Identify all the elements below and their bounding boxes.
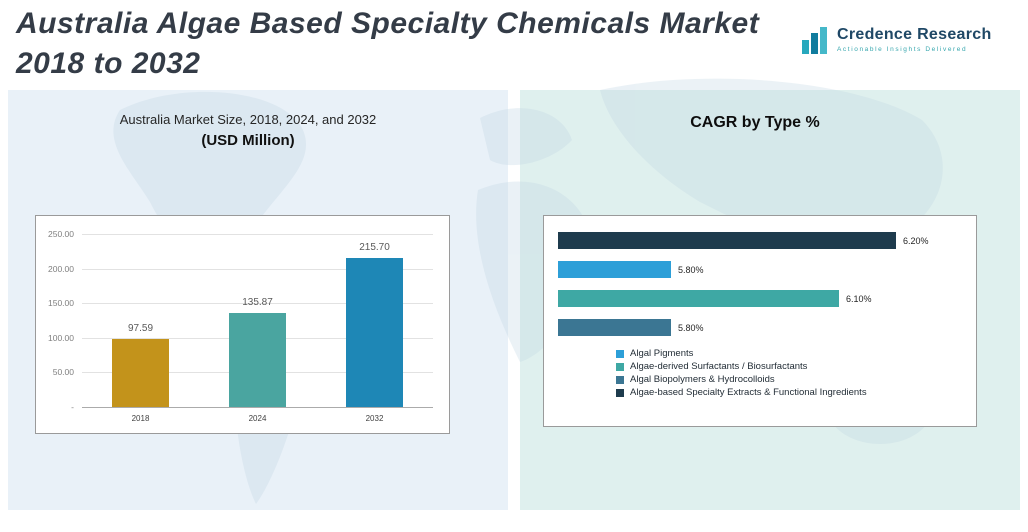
cagr-bar-value-label: 5.80% [678, 322, 704, 333]
legend-label: Algal Biopolymers & Hydrocolloids [630, 374, 775, 385]
legend-item: Algae-based Specialty Extracts & Functio… [616, 387, 976, 398]
page-title-line1: Australia Algae Based Specialty Chemical… [16, 7, 760, 40]
x-axis-tick-label: 2018 [131, 414, 150, 423]
cagr-bar-value-label: 5.80% [678, 264, 704, 275]
logo-brand-name: Credence Research [837, 25, 992, 43]
y-axis-tick-label: - [71, 402, 74, 412]
cagr-bar-value-label: 6.20% [903, 235, 929, 246]
bar-value-label: 97.59 [127, 323, 154, 334]
cagr-bar [558, 319, 671, 336]
cagr-bar-value-label: 6.10% [846, 293, 872, 304]
bar-2032 [346, 258, 403, 407]
legend-swatch [616, 349, 624, 358]
y-axis-tick-label: 200.00 [48, 263, 74, 274]
legend-item: Algae-derived Surfactants / Biosurfactan… [616, 361, 976, 372]
y-axis-tick-label: 50.00 [52, 367, 74, 378]
gridline [82, 303, 433, 305]
logo-bar-3 [820, 27, 827, 54]
logo-bar-2 [811, 33, 818, 54]
page-title: Australia Algae Based Specialty Chemical… [16, 4, 866, 83]
legend-swatch [616, 362, 624, 371]
x-axis-tick-label: 2032 [365, 414, 384, 423]
legend-label: Algae-derived Surfactants / Biosurfactan… [630, 361, 808, 372]
cagr-bar-chart: 6.20% 5.80% 6.10% 5.80% Algal Pigments Algae… [543, 215, 977, 427]
bar-value-label: 135.87 [242, 297, 273, 308]
legend-swatch [616, 375, 624, 384]
gridline [82, 234, 433, 235]
cagr-bar-row: 6.20% [558, 232, 976, 249]
y-axis-tick-label: 150.00 [48, 298, 74, 309]
market-size-chart-subtitle: (USD Million) [201, 132, 295, 149]
logo-bar-1 [802, 40, 809, 54]
legend-item: Algal Pigments [616, 348, 976, 359]
credence-research-logo: Credence Research Actionable Insights De… [800, 22, 992, 56]
market-size-chart-heading: Australia Market Size, 2018, 2024, and 2… [8, 112, 488, 149]
legend-label: Algae-based Specialty Extracts & Functio… [630, 387, 867, 398]
page-title-line2: 2018 to 2032 [16, 46, 201, 80]
y-axis-tick-label: 100.00 [48, 332, 74, 343]
cagr-bar [558, 261, 671, 278]
market-size-bar-chart: 250.00 200.00 150.00 100.00 50.00 - 97.59 2018 1… [35, 215, 450, 434]
logo-text: Credence Research Actionable Insights De… [837, 26, 992, 53]
market-size-chart-title: Australia Market Size, 2018, 2024, and 2… [119, 112, 377, 127]
y-axis-tick-label: 250.00 [48, 229, 74, 239]
cagr-bars: 6.20% 5.80% 6.10% 5.80% [544, 216, 976, 336]
legend-swatch [616, 388, 624, 397]
bar-2018 [112, 339, 169, 407]
x-axis-tick-label: 2024 [248, 414, 267, 423]
gridline [82, 268, 433, 270]
logo-tagline: Actionable Insights Delivered [837, 45, 968, 53]
cagr-legend: Algal Pigments Algae-derived Surfactants … [544, 348, 976, 398]
cagr-chart-title: CAGR by Type % [690, 114, 820, 131]
bar-chart-logo-icon [800, 22, 829, 56]
cagr-bar [558, 290, 839, 307]
legend-label: Algal Pigments [630, 348, 694, 359]
cagr-bar-row: 5.80% [558, 261, 976, 278]
cagr-bar-row: 5.80% [558, 319, 976, 336]
cagr-bar [558, 232, 896, 249]
bar-value-label: 215.70 [359, 242, 390, 253]
bar-2024 [229, 313, 286, 407]
cagr-bar-row: 6.10% [558, 290, 976, 307]
legend-item: Algal Biopolymers & Hydrocolloids [616, 374, 976, 385]
gridline [82, 407, 433, 408]
cagr-chart-heading: CAGR by Type % [520, 114, 990, 132]
